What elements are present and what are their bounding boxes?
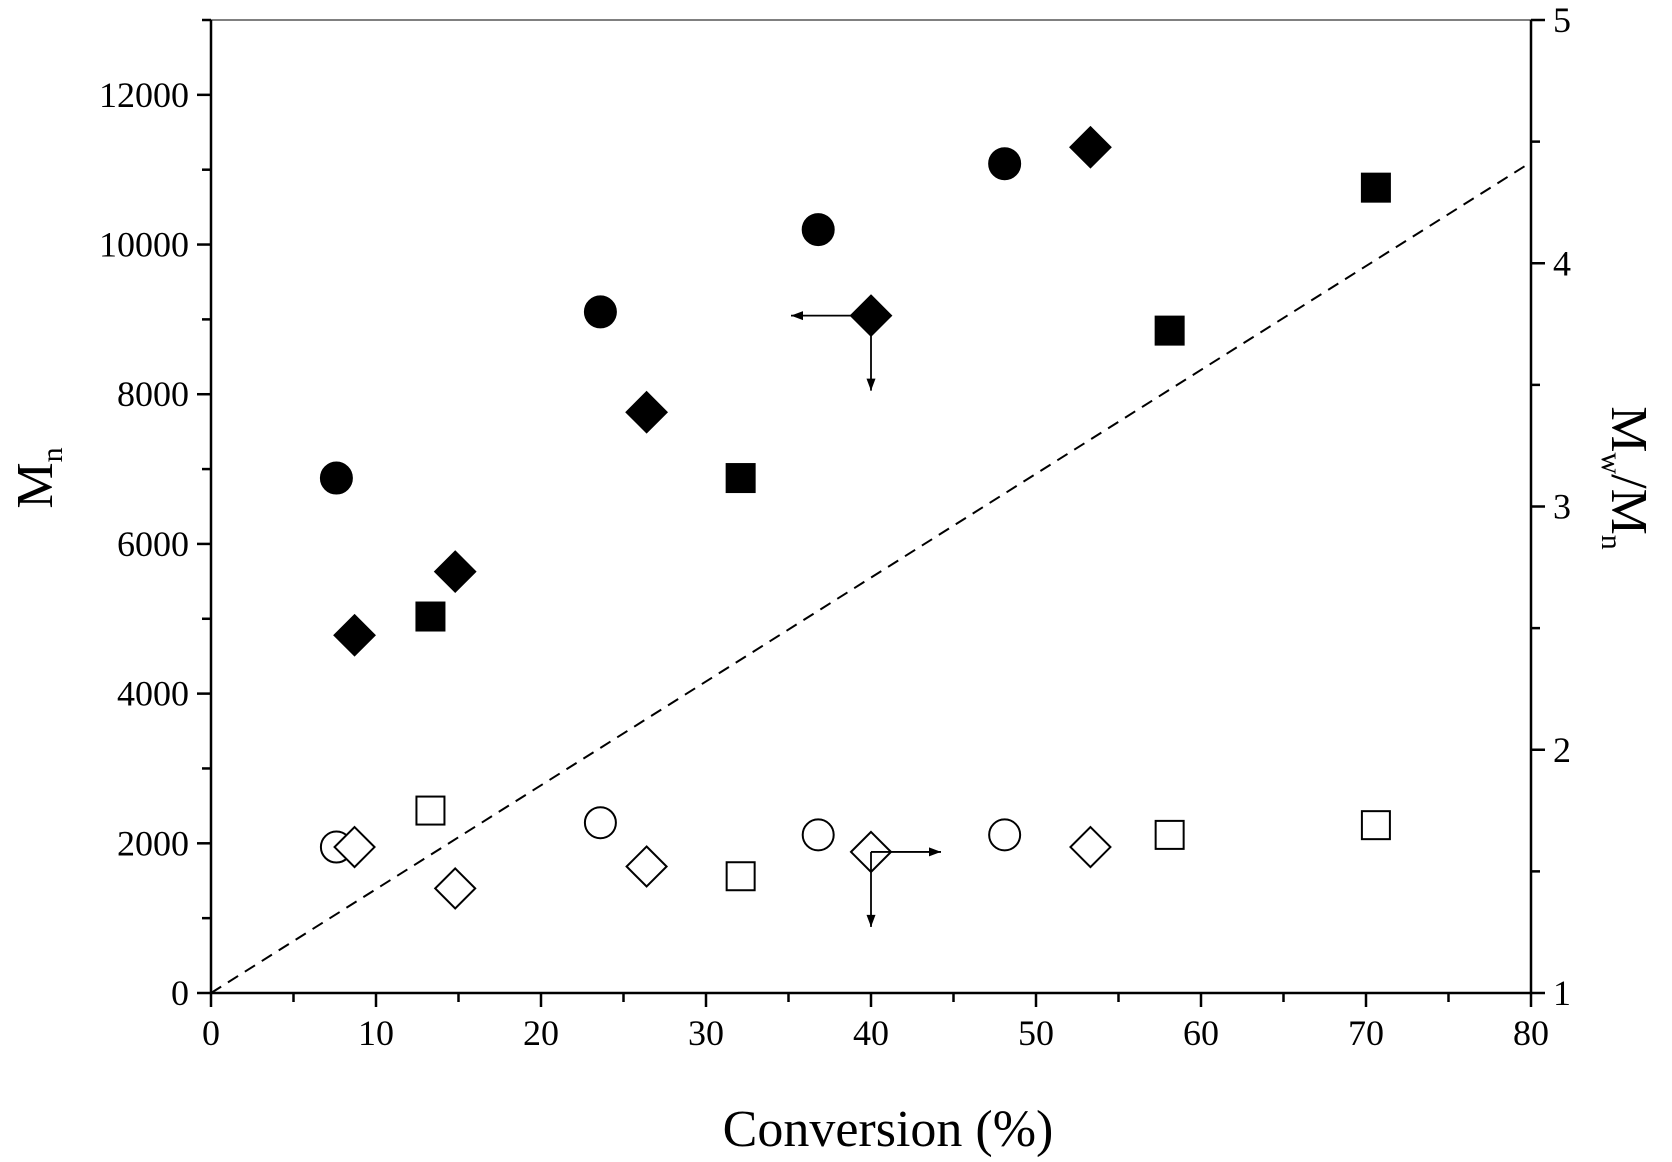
svg-text:Mn: Mn: [7, 447, 69, 508]
filled-diamond-point: [333, 613, 376, 657]
open-circle-point: [801, 818, 835, 852]
y2-tick-label: 2: [1553, 730, 1571, 770]
pointer-arrow-vertical-head: [866, 914, 876, 927]
filled-circle-point: [583, 295, 617, 329]
y-tick-label: 4000: [117, 674, 189, 714]
x-tick-label: 20: [523, 1013, 559, 1053]
y-tick-label: 0: [171, 973, 189, 1013]
filled-circle-point: [988, 147, 1022, 181]
filled-square-point: [1154, 315, 1185, 346]
open-square-point: [1360, 810, 1391, 841]
open-diamond-point: [1069, 825, 1112, 869]
open-diamond-point: [625, 845, 669, 888]
y-tick-label: 10000: [99, 225, 189, 265]
y-tick-label: 6000: [117, 524, 189, 564]
y-axis-title: Mn: [7, 447, 69, 508]
filled-square-point: [1360, 172, 1391, 203]
data-points: [319, 125, 1391, 910]
open-circle-point: [583, 806, 617, 840]
y2-tick-label: 1: [1553, 973, 1571, 1013]
x-axis-title: Conversion (%): [723, 1101, 1054, 1158]
filled-square-point: [725, 463, 756, 494]
svg-text:Mw/Mn: Mw/Mn: [1595, 406, 1657, 550]
y2-tick-label: 4: [1553, 243, 1571, 283]
filled-diamond-point: [433, 550, 477, 594]
axis-pointer-arrows: [791, 311, 941, 927]
open-diamond-point: [333, 825, 376, 869]
x-tick-label: 60: [1183, 1013, 1219, 1053]
y-axis-title-sub: n: [36, 447, 69, 462]
axis-ticks: 0 10 20 30 40 50 60 70 80 0 2000 4000 6000 8000 10000 1…: [99, 0, 1571, 1053]
y2-axis-title-sub2: n: [1595, 535, 1628, 550]
y-tick-label: 12000: [99, 75, 189, 115]
filled-diamond-point: [1069, 125, 1112, 169]
x-tick-label: 0: [202, 1013, 220, 1053]
y2-axis-title-main: M: [1600, 406, 1657, 452]
open-square-point: [725, 861, 756, 892]
x-tick-label: 50: [1018, 1013, 1054, 1053]
y2-axis-title-sep: /M: [1600, 474, 1657, 535]
y-tick-label: 8000: [117, 374, 189, 414]
y2-axis-title-sub1: w: [1595, 452, 1628, 474]
filled-circle-point: [319, 461, 353, 495]
pointer-arrow-horizontal-head: [791, 311, 803, 321]
pointer-arrow-horizontal-head: [929, 847, 941, 857]
filled-circle-point: [801, 213, 835, 247]
x-tick-label: 10: [358, 1013, 394, 1053]
filled-square-point: [415, 601, 446, 632]
pointer-arrow-vertical-head: [866, 378, 876, 391]
y2-tick-label: 5: [1553, 0, 1571, 40]
y-tick-label: 2000: [117, 823, 189, 863]
x-tick-label: 80: [1513, 1013, 1549, 1053]
open-square-point: [415, 795, 446, 826]
filled-diamond-point: [625, 390, 669, 434]
open-square-point: [1154, 819, 1185, 850]
open-diamond-point: [433, 866, 477, 910]
open-circle-point: [988, 818, 1022, 852]
x-tick-label: 40: [853, 1013, 889, 1053]
y2-axis-title: Mw/Mn: [1595, 406, 1657, 550]
y-axis-title-main: M: [7, 462, 64, 508]
x-tick-label: 70: [1348, 1013, 1384, 1053]
x-tick-label: 30: [688, 1013, 724, 1053]
y2-tick-label: 3: [1553, 487, 1571, 527]
